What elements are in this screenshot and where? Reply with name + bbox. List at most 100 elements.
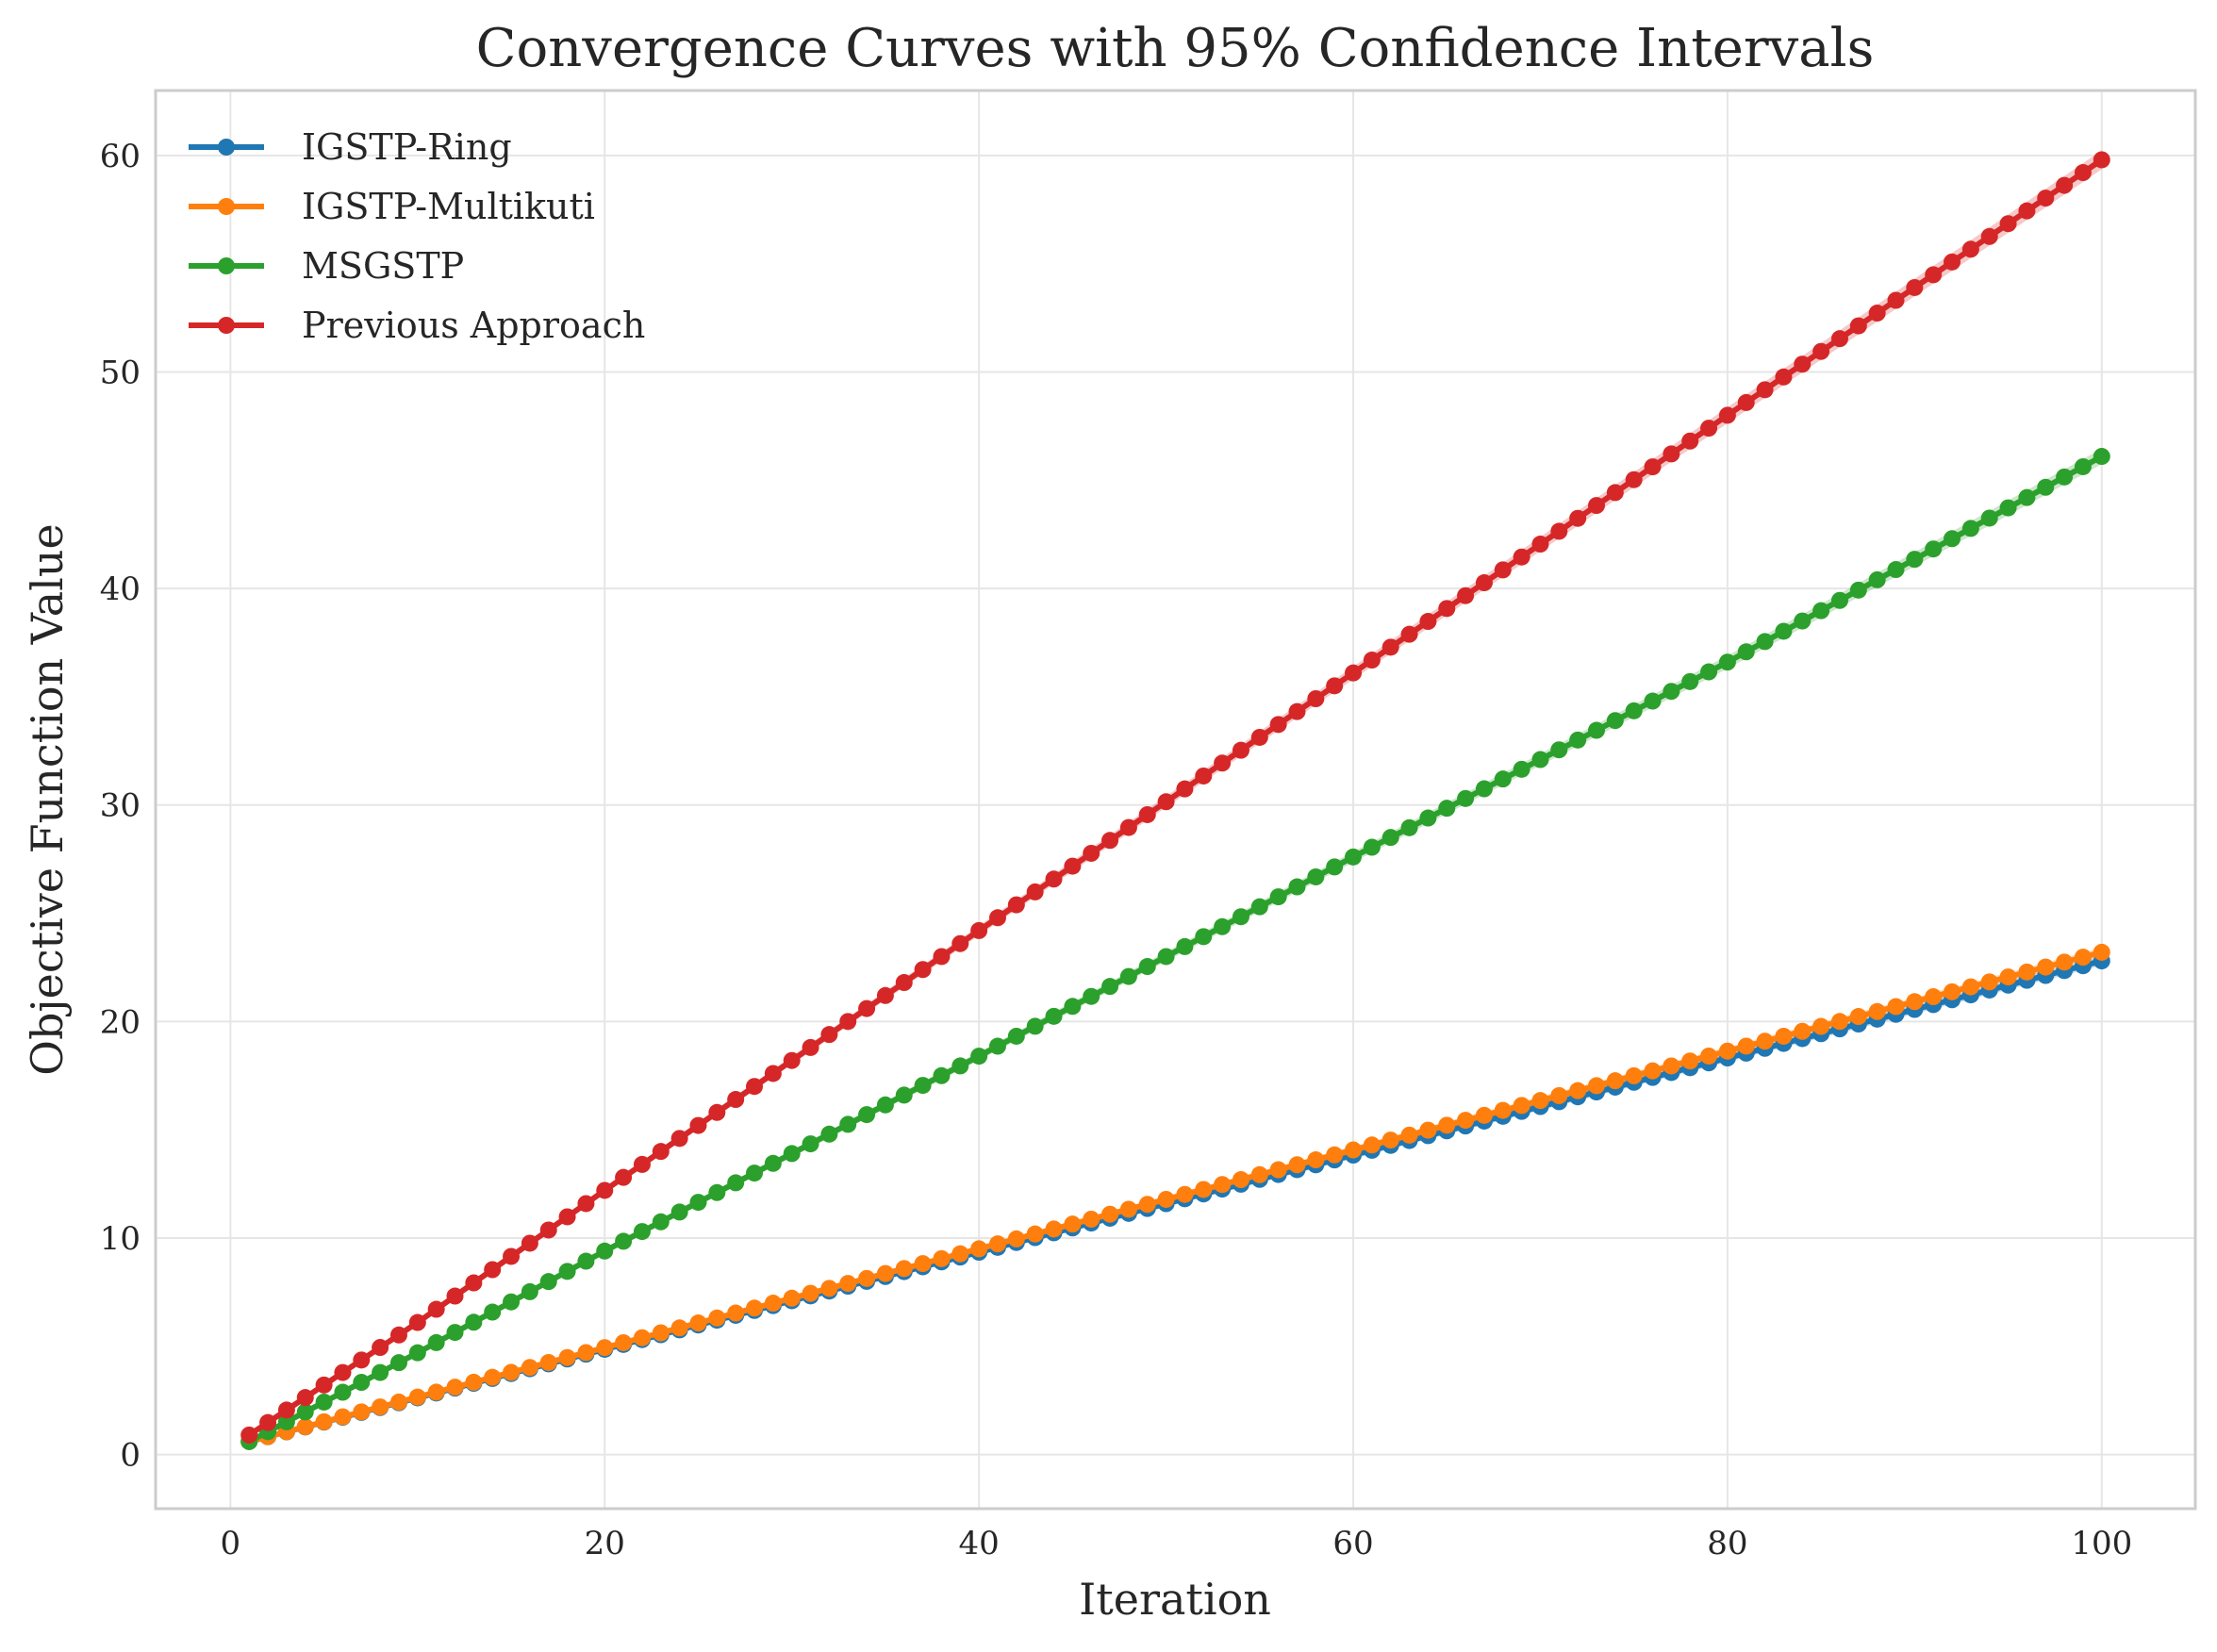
data-point	[1138, 805, 1156, 823]
data-point	[1794, 612, 1812, 630]
series-line	[248, 949, 2103, 1445]
data-point	[1625, 471, 1643, 488]
data-point	[970, 1048, 988, 1066]
series-igstp-multikuti	[240, 943, 2110, 1450]
data-point	[427, 1333, 445, 1351]
data-point	[446, 1379, 464, 1396]
data-point	[746, 1078, 764, 1096]
data-point	[1587, 721, 1605, 739]
data-point	[1775, 368, 1793, 386]
legend-marker	[218, 317, 235, 334]
data-point	[1101, 832, 1119, 850]
data-point	[1718, 1042, 1736, 1060]
data-point	[1269, 1161, 1287, 1179]
data-point	[558, 1208, 576, 1226]
data-point	[1119, 818, 1137, 836]
data-point	[1457, 586, 1475, 604]
data-point	[689, 1116, 707, 1134]
data-point	[596, 1181, 614, 1199]
data-point	[820, 1280, 838, 1297]
data-point	[1195, 767, 1213, 785]
data-point	[1681, 1052, 1699, 1070]
data-point	[1475, 780, 1493, 798]
data-point	[1438, 600, 1456, 618]
data-point	[1400, 818, 1418, 836]
data-point	[1737, 1037, 1755, 1055]
data-point	[876, 1096, 894, 1114]
data-point	[1176, 937, 1194, 955]
data-point	[1326, 858, 1344, 876]
data-point	[484, 1261, 502, 1279]
data-point	[1419, 809, 1437, 827]
data-point	[1681, 432, 1699, 450]
data-point	[1494, 1101, 1512, 1119]
x-axis-label: Iteration	[1079, 1574, 1271, 1625]
data-point	[1214, 917, 1232, 935]
data-point	[708, 1309, 726, 1327]
data-point	[240, 1426, 258, 1444]
data-point	[465, 1373, 483, 1391]
tick-labels: 0 20 40 60 80 100 0 10 20 30 40 50 60	[100, 138, 2132, 1562]
data-point	[1531, 1092, 1549, 1110]
data-point	[1419, 613, 1437, 631]
data-point	[389, 1326, 407, 1344]
data-point	[1906, 551, 1924, 569]
data-point	[1288, 1156, 1306, 1174]
data-point	[558, 1348, 576, 1366]
data-point	[1812, 602, 1830, 620]
data-point	[372, 1339, 389, 1357]
data-point	[1026, 1225, 1044, 1243]
data-point	[577, 1195, 595, 1213]
data-point	[1550, 1086, 1568, 1104]
legend-item: Previous Approach	[189, 305, 645, 346]
data-point	[353, 1351, 371, 1369]
data-point	[484, 1303, 502, 1321]
data-point	[802, 1135, 819, 1153]
data-point	[858, 999, 876, 1017]
data-point	[2093, 151, 2110, 169]
data-point	[1157, 1190, 1175, 1208]
data-point	[1363, 1136, 1381, 1154]
legend-label: MSGSTP	[302, 245, 464, 287]
data-point	[1381, 638, 1399, 656]
series-msgstp	[240, 448, 2110, 1450]
x-tick-label: 80	[1707, 1525, 1747, 1562]
data-point	[933, 1066, 951, 1084]
data-point	[858, 1106, 876, 1124]
data-point	[1250, 728, 1268, 746]
data-point	[1345, 1141, 1363, 1159]
data-point	[1119, 967, 1137, 985]
y-tick-label: 40	[100, 570, 141, 608]
data-point	[503, 1293, 521, 1311]
data-point	[1925, 266, 1943, 284]
data-point	[2093, 448, 2110, 466]
y-tick-label: 20	[100, 1003, 141, 1041]
data-point	[1232, 908, 1249, 926]
data-point	[277, 1412, 295, 1430]
data-point	[408, 1344, 426, 1362]
data-point	[465, 1313, 483, 1331]
data-point	[1868, 305, 1886, 322]
data-point	[1887, 561, 1905, 579]
data-point	[334, 1383, 352, 1401]
data-point	[408, 1313, 426, 1331]
data-point	[1587, 1077, 1605, 1095]
data-point	[1700, 663, 1718, 681]
data-point	[1363, 652, 1381, 669]
data-point	[1119, 1200, 1137, 1218]
data-point	[1775, 622, 1793, 640]
data-point	[296, 1403, 314, 1421]
data-point	[951, 1245, 969, 1263]
data-point	[820, 1125, 838, 1143]
data-point	[1587, 497, 1605, 515]
data-point	[1475, 574, 1493, 592]
data-point	[670, 1130, 688, 1148]
data-point	[1925, 540, 1943, 558]
data-point	[764, 1065, 782, 1082]
legend: IGSTP-Ring IGSTP-Multikuti MSGSTP Previous …	[189, 126, 645, 346]
data-point	[1438, 800, 1456, 818]
data-point	[521, 1359, 538, 1377]
legend-label: Previous Approach	[302, 305, 645, 346]
data-point	[1830, 591, 1848, 609]
plot-frame	[154, 89, 2197, 1511]
